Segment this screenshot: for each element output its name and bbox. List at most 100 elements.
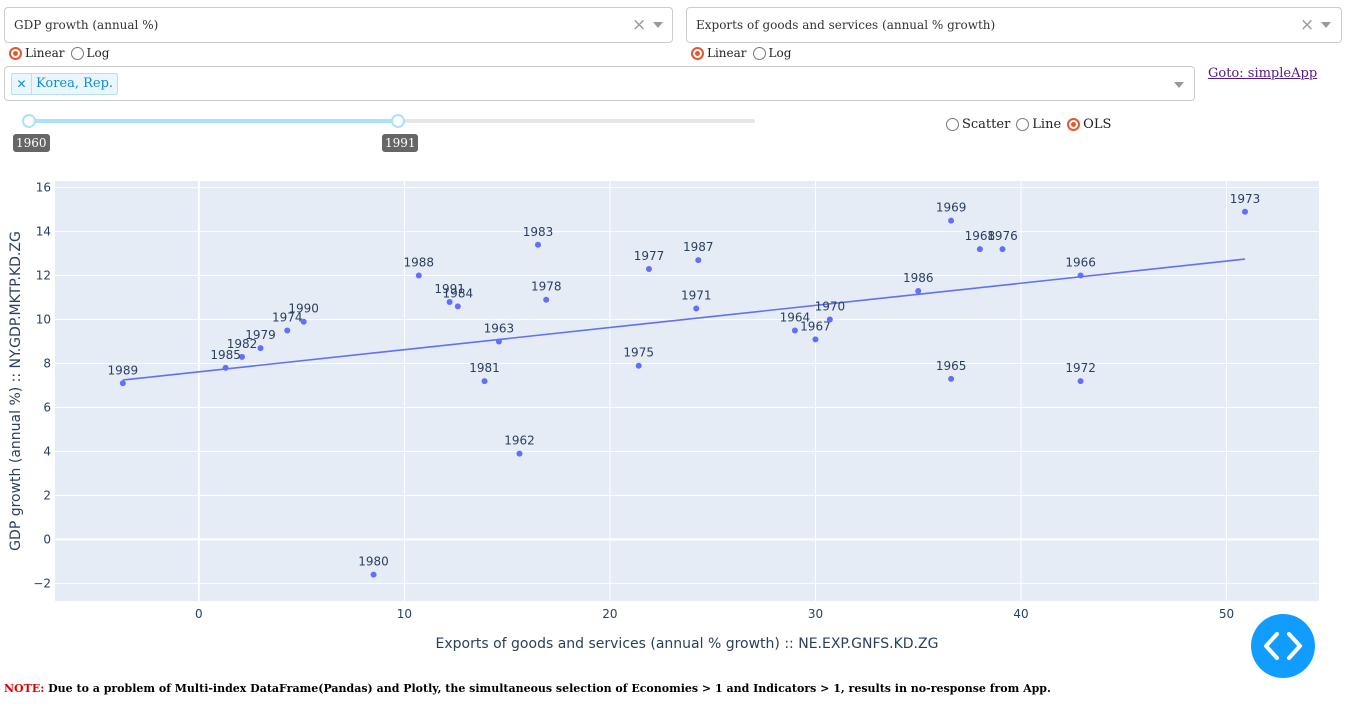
point-label: 1979 [245,328,276,342]
point-label: 1978 [531,280,562,294]
x-indicator-value: Exports of goods and services (annual % … [696,18,996,32]
x-scale-linear-option[interactable]: Linear [691,46,747,60]
point-label: 1984 [443,286,474,300]
x-scale-log-label: Log [768,46,792,60]
economy-multiselect[interactable]: ✕ Korea, Rep. [4,66,1195,101]
data-point [257,345,264,352]
point-label: 1962 [504,434,535,448]
x-scale-radio-group: Linear Log [691,46,797,60]
y-tick-label: 14 [36,225,51,239]
radio-selected-icon[interactable] [1067,118,1081,131]
y-scale-linear-option[interactable]: Linear [9,46,65,60]
y-tick-label: 2 [43,488,51,502]
data-point [543,296,550,303]
remove-tag-icon[interactable]: ✕ [12,74,32,94]
radio-selected-icon[interactable] [691,46,704,60]
chevron-down-icon[interactable] [1174,82,1184,88]
radio-unselected-icon[interactable] [752,46,766,60]
radio-selected-icon[interactable] [9,46,22,60]
data-point [976,246,983,253]
y-tick-label: 16 [36,181,51,195]
data-point [826,316,833,323]
y-scale-linear-label: Linear [25,46,65,60]
y-tick-label: 8 [43,357,51,371]
y-scale-log-label: Log [86,46,110,60]
y-tick-label: 4 [43,444,51,458]
data-point [1077,272,1084,279]
mode-line-label: Line [1032,117,1062,132]
slider-end-handle[interactable] [390,114,405,128]
economy-tag: ✕ Korea, Rep. [11,73,119,95]
y-indicator-dropdown[interactable]: GDP growth (annual %) × [4,7,673,43]
point-label: 1991 [434,282,465,296]
y-tick-label: 0 [43,532,51,546]
x-axis-title: Exports of goods and services (annual % … [436,636,939,652]
mode-scatter-label: Scatter [962,117,1011,132]
year-range-slider-fill [29,119,398,123]
clear-y-indicator-icon[interactable]: × [632,15,647,35]
point-label: 1970 [815,300,846,314]
slider-start-handle[interactable] [22,114,36,128]
radio-unselected-icon[interactable] [946,118,959,131]
data-point [239,353,246,360]
goto-simpleapp-link[interactable]: Goto: simpleApp [1208,66,1318,81]
point-label: 1971 [681,289,712,303]
x-scale-log-option[interactable]: Log [752,46,792,60]
point-label: 1985 [210,348,241,362]
code-toggle-button[interactable] [1251,614,1315,678]
radio-unselected-icon[interactable] [70,46,84,60]
point-label: 1974 [272,311,303,325]
plot-area [55,181,1319,601]
point-label: 1980 [358,555,389,569]
chevron-down-icon[interactable] [1321,22,1331,28]
radio-unselected-icon[interactable] [1016,118,1030,131]
y-tick-label: −2 [33,576,51,590]
chart-mode-radio-group: Scatter Line OLS [946,117,1117,132]
data-point [446,298,453,305]
point-label: 1981 [469,361,500,375]
data-point [915,287,922,294]
x-tick-label: 50 [1219,607,1234,621]
economy-tag-label: Korea, Rep. [36,76,114,91]
data-point [119,380,126,387]
x-indicator-dropdown[interactable]: Exports of goods and services (annual % … [686,7,1342,43]
y-scale-log-option[interactable]: Log [70,46,110,60]
point-label: 1982 [227,337,258,351]
chevron-down-icon[interactable] [653,22,663,28]
data-point [999,246,1006,253]
point-label: 1990 [288,302,319,316]
data-point [284,327,291,334]
data-point [812,336,819,343]
point-label: 1969 [936,201,967,215]
point-label: 1964 [780,311,811,325]
x-tick-label: 0 [195,607,203,621]
mode-line-option[interactable]: Line [1016,117,1061,132]
footer-note: NOTE: Due to a problem of Multi-index Da… [4,682,1051,695]
point-label: 1973 [1230,192,1261,206]
x-tick-label: 30 [808,607,823,621]
mode-ols-option[interactable]: OLS [1067,117,1111,132]
clear-x-indicator-icon[interactable]: × [1300,15,1315,35]
point-label: 1972 [1065,361,1096,375]
data-point [791,327,798,334]
data-point [222,364,229,371]
code-brackets-icon [1264,632,1302,660]
data-point [415,272,422,279]
data-point [1077,378,1084,385]
y-scale-radio-group: Linear Log [9,46,115,60]
y-tick-label: 10 [36,313,51,327]
data-point [948,375,955,382]
note-prefix: NOTE: [4,682,45,695]
x-scale-linear-label: Linear [707,46,747,60]
mode-scatter-option[interactable]: Scatter [946,117,1010,132]
point-label: 1966 [1065,256,1096,270]
y-tick-label: 12 [36,269,51,283]
x-tick-label: 10 [397,607,412,621]
data-point [1242,208,1249,215]
slider-start-value: 1960 [13,134,50,152]
data-point [516,450,523,457]
data-point [454,303,461,310]
point-label: 1987 [683,240,714,254]
ols-trendline [122,258,1246,381]
